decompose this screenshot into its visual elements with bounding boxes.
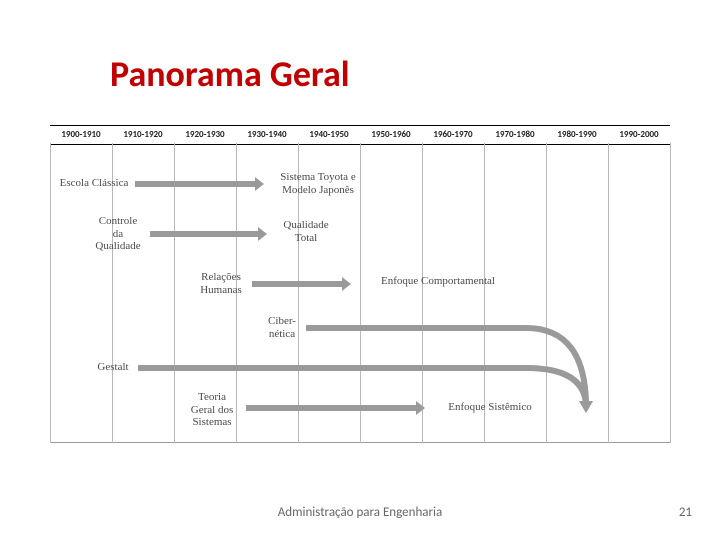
slide-title: Panorama Geral <box>110 52 350 96</box>
timeline-arrow <box>246 405 416 411</box>
timeline-item-label: QualidadeTotal <box>274 219 338 244</box>
decade-header-cell: 1940-1950 <box>298 126 360 144</box>
timeline-item-label: Sistema Toyota eModelo Japonês <box>268 171 368 196</box>
timeline-item-label: Enfoque Comportamental <box>358 275 518 288</box>
timeline-item-label: Ciber-nética <box>260 315 304 340</box>
decade-header-cell: 1920-1930 <box>174 126 236 144</box>
decade-header-cell: 1930-1940 <box>236 126 298 144</box>
timeline-arrow <box>135 181 255 187</box>
decade-header-cell: 1980-1990 <box>546 126 608 144</box>
timeline-item-label: TeoriaGeral dosSistemas <box>180 391 244 429</box>
page-number: 21 <box>679 505 692 520</box>
decade-header-cell: 1960-1970 <box>422 126 484 144</box>
timeline-item-label: RelaçõesHumanas <box>192 271 250 296</box>
timeline-arrow <box>252 281 342 287</box>
timeline-chart: 1900-19101910-19201920-19301930-19401940… <box>50 125 670 445</box>
decade-header-cell: 1900-1910 <box>50 126 112 144</box>
timeline-item-label: ControledaQualidade <box>88 215 148 253</box>
timeline-grid: Escola Clássica Sistema Toyota eModelo Ja… <box>50 143 670 443</box>
timeline-arrow <box>150 231 258 237</box>
decade-header-cell: 1950-1960 <box>360 126 422 144</box>
timeline-item-label: Escola Clássica <box>54 177 134 190</box>
gridline <box>608 143 609 443</box>
decade-header-cell: 1910-1920 <box>112 126 174 144</box>
timeline-item-label: Gestalt <box>90 361 136 374</box>
timeline-item-label: Enfoque Sistêmico <box>430 401 550 414</box>
gridline <box>50 143 51 443</box>
footer-text: Administração para Engenharia <box>0 505 720 520</box>
gridline <box>670 143 671 443</box>
decade-header-row: 1900-19101910-19201920-19301930-19401940… <box>50 125 670 145</box>
decade-header-cell: 1990-2000 <box>608 126 670 144</box>
decade-header-cell: 1970-1980 <box>484 126 546 144</box>
